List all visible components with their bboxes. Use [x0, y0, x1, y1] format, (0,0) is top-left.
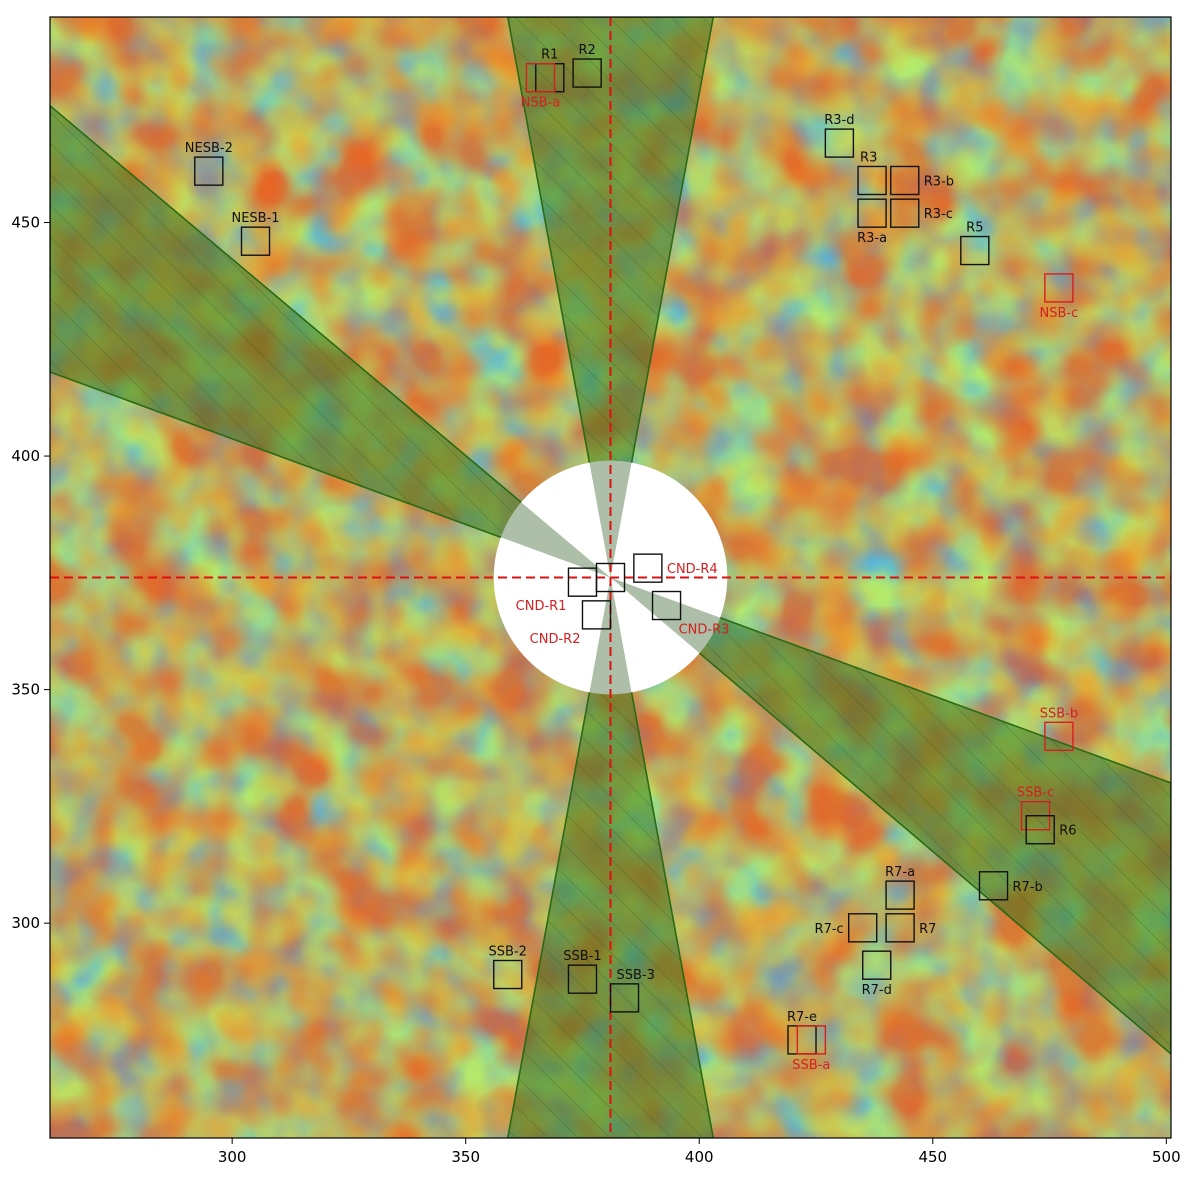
wedge-southeast-outline [609, 576, 1171, 1055]
wedge-north-outline [506, 17, 715, 578]
region-box-R3-a [857, 198, 887, 228]
region-label-R3-b: R3-b [924, 174, 954, 189]
region-box-SSB-3 [609, 983, 640, 1013]
region-label-SSB-2: SSB-2 [489, 945, 527, 960]
region-box-CND-R2 [581, 600, 612, 630]
region-label-NESB-2: NESB-2 [185, 141, 233, 156]
region-box-R7-d [862, 950, 892, 980]
region-label-SSB-3: SSB-3 [617, 968, 655, 983]
region-label-R7: R7 [919, 922, 936, 937]
region-box-R7-a [885, 880, 915, 910]
region-label-R3-d: R3-d [824, 113, 854, 128]
region-box-R7 [885, 913, 915, 943]
region-label-CND-R3: CND-R3 [679, 623, 730, 638]
region-box-SSB-1 [567, 964, 598, 994]
region-label-NSB-a: NSB-a [521, 96, 561, 111]
x-tick-label-350: 350 [451, 1148, 480, 1166]
y-tick-label-450: 450 [11, 214, 40, 232]
y-axis: 300 350 400 450 [11, 214, 50, 932]
crosshair [50, 17, 1171, 1138]
region-label-SSB-a: SSB-a [792, 1058, 830, 1073]
region-layer: R1 NSB-a R2 NESB-2 NESB-1 R3-d R3 R3-b R3-a R3-c R… [185, 43, 1078, 1073]
plot-area: R1 NSB-a R2 NESB-2 NESB-1 R3-d R3 R3-b R3-a R3-c R… [50, 17, 1171, 1138]
region-label-R7-e: R7-e [787, 1010, 817, 1025]
region-label-R1: R1 [541, 48, 558, 63]
region-label-R3: R3 [860, 150, 877, 165]
region-box-R3-c [890, 198, 920, 228]
region-label-NESB-1: NESB-1 [231, 211, 279, 226]
region-label-R7-c: R7-c [815, 922, 844, 937]
region-label-SSB-c: SSB-c [1017, 786, 1054, 801]
region-label-NSB-c: NSB-c [1040, 306, 1079, 321]
region-box-CND-R3 [651, 590, 682, 621]
region-label-CND-R2: CND-R2 [530, 632, 581, 647]
region-box-SSB-2 [493, 959, 523, 990]
region-box-R3 [857, 165, 887, 196]
region-box-SSB-b [1044, 721, 1074, 752]
wedge-layer [50, 17, 1171, 1138]
region-box-R7-c [848, 913, 878, 943]
x-tick-label-450: 450 [918, 1148, 947, 1166]
region-label-SSB-1: SSB-1 [563, 949, 601, 964]
region-box-R5 [960, 235, 990, 266]
plot-frame [49, 16, 1172, 1139]
y-tick-label-400: 400 [11, 447, 40, 465]
region-label-R2: R2 [578, 43, 595, 58]
y-tick-label-300: 300 [11, 914, 40, 932]
region-box-NSB-c [1044, 273, 1074, 303]
region-label-R3-c: R3-c [924, 207, 953, 222]
x-tick-label-500: 500 [1152, 1148, 1181, 1166]
wedge-south-outline [506, 577, 715, 1138]
region-box-R3-d [824, 128, 855, 158]
region-box-R6 [1025, 815, 1055, 845]
region-box-CND-R4 [633, 553, 663, 583]
region-box-CND-R1 [567, 567, 598, 597]
region-label-R7-b: R7-b [1013, 880, 1043, 895]
region-box-R2 [572, 58, 602, 88]
x-axis: 300 350 400 450 500 [218, 1138, 1181, 1166]
region-label-R6: R6 [1059, 824, 1076, 839]
region-label-SSB-b: SSB-b [1040, 706, 1078, 721]
region-box-NESB-1 [240, 226, 271, 256]
region-label-R7-a: R7-a [885, 865, 915, 880]
region-box-NESB-2 [194, 156, 224, 186]
region-label-R5: R5 [966, 221, 983, 236]
region-label-CND-R4: CND-R4 [667, 562, 718, 577]
region-box-R7-b [978, 871, 1009, 901]
region-box-R3-b [890, 165, 920, 196]
region-box-NSB-a [525, 63, 556, 93]
region-label-R3-a: R3-a [857, 231, 887, 246]
region-label-CND-R1: CND-R1 [516, 599, 567, 614]
x-tick-label-300: 300 [218, 1148, 247, 1166]
region-box-SSB-a [796, 1025, 827, 1055]
wedge-northwest-outline [50, 104, 612, 579]
x-tick-label-400: 400 [685, 1148, 714, 1166]
region-label-R7-d: R7-d [862, 983, 892, 998]
y-tick-label-350: 350 [11, 681, 40, 699]
